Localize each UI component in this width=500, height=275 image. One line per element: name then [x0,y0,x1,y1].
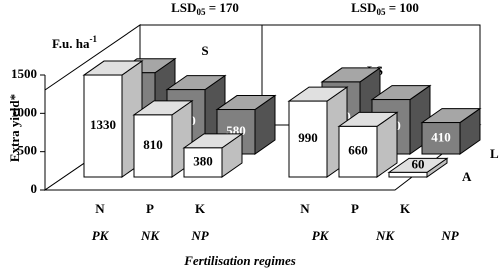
lsd-prefix: LSD [351,0,376,15]
y-unit: F.u. ha-1 [52,34,97,51]
x-sublabel: NK [375,228,395,243]
y-unit-sup: -1 [89,34,97,44]
bar [421,122,461,155]
lsd-sub: 05 [196,7,206,17]
x-axis-label: Fertilisation regimes [183,253,296,268]
y-tick-label: 1000 [11,104,37,119]
bar [183,147,223,178]
lsd-label: LSD05 = 100 [351,0,419,17]
x-sublabel: NP [440,228,459,243]
bar [288,100,328,178]
x-tick-label: N [300,201,310,216]
lsd-suffix: = 100 [385,0,418,15]
x-sublabel: PK [92,228,110,243]
x-tick-label: K [400,201,411,216]
value-label: 1330 [90,117,116,132]
x-tick-label: P [351,201,359,216]
bar [83,74,123,178]
bar [338,125,378,178]
value-label: 410 [431,129,451,144]
x-tick-label: N [95,201,105,216]
value-label: 60 [412,156,425,171]
y-axis-label: Extra yield* [7,94,22,162]
x-tick-label: P [146,201,154,216]
bar [388,171,428,178]
x-sublabel: NK [140,228,160,243]
depth-label: L [490,146,499,161]
value-label: 810 [143,137,163,152]
depth-label: A [462,169,472,184]
x-sublabel: NP [190,228,209,243]
value-label: 380 [193,153,213,168]
lsd-suffix: = 170 [205,0,238,15]
bar [133,114,173,178]
lsd-prefix: LSD [171,0,196,15]
lsd-sub: 05 [376,7,386,17]
y-unit-base: F.u. ha [52,36,90,51]
value-label: 660 [348,143,368,158]
y-tick-label: 500 [18,143,38,158]
x-tick-label: K [195,201,206,216]
y-tick-label: 1500 [11,66,37,81]
lsd-label: LSD05 = 170 [171,0,239,17]
y-tick-label: 0 [31,181,38,196]
x-sublabel: PK [312,228,330,243]
value-label: 990 [298,130,318,145]
panel-label: S [201,43,208,58]
